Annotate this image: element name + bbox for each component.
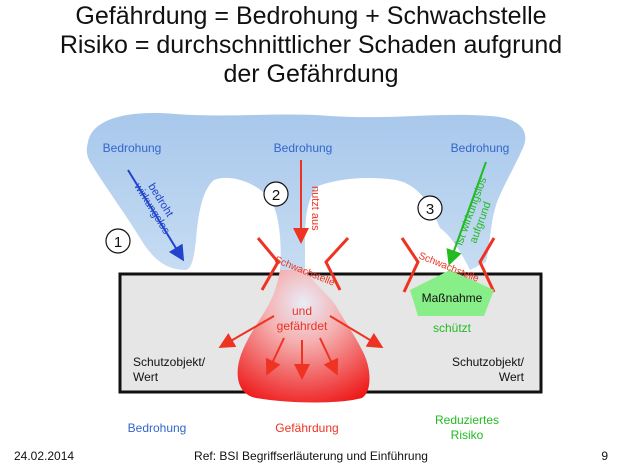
threat-label-mid: Bedrohung xyxy=(274,141,333,155)
arrow-3 xyxy=(446,161,487,266)
svg-text:1: 1 xyxy=(114,234,122,251)
bottom-label-right-line1: Reduziertes xyxy=(435,413,499,427)
schuetzt-label: schützt xyxy=(433,321,472,335)
threat-label-right: Bedrohung xyxy=(451,141,510,155)
footer-page-number: 9 xyxy=(601,449,608,463)
object-right-line2: Wert xyxy=(499,370,525,384)
weakness-bracket-right-left xyxy=(400,237,420,293)
title-line-1: Gefährdung = Bedrohung + Schwachstelle xyxy=(75,2,547,30)
title-line-2: Risiko = durchschnittlicher Schaden aufg… xyxy=(59,31,563,59)
title-line-3: der Gefährdung xyxy=(223,60,399,88)
gefaehrdet-label-line2: gefährdet xyxy=(277,319,328,333)
object-left-line2: Wert xyxy=(133,370,159,384)
circle-marker-2: 2 xyxy=(263,181,289,207)
threat-cloud xyxy=(86,113,526,270)
spread-arrow-down-right xyxy=(319,337,339,376)
weakness-bracket-right-right xyxy=(478,237,496,293)
object-right-line1: Schutzobjekt/ xyxy=(452,355,525,369)
footer-reference: Ref: BSI Begriffserläuterung und Einführ… xyxy=(194,449,428,463)
arrow-2-label: nutzt aus xyxy=(309,186,321,231)
circle-marker-3: 3 xyxy=(417,195,443,221)
bottom-label-left: Bedrohung xyxy=(128,421,187,435)
arrow-1 xyxy=(127,169,185,262)
weakness-bracket-mid-left xyxy=(256,237,280,291)
circle-marker-1: 1 xyxy=(105,228,131,254)
weakness-bracket-mid-right xyxy=(324,236,350,291)
spread-arrow-right xyxy=(329,315,384,349)
footer-date: 24.02.2014 xyxy=(14,449,75,463)
spread-arrow-down-left xyxy=(265,337,285,376)
massnahme-label: Maßnahme xyxy=(422,291,483,305)
spread-arrow-left xyxy=(218,315,275,348)
bottom-label-mid: Gefährdung xyxy=(275,421,338,435)
object-left-line1: Schutzobjekt/ xyxy=(133,355,206,369)
massnahme-shape xyxy=(410,270,494,316)
svg-text:2: 2 xyxy=(272,187,280,204)
bottom-label-right-line2: Risiko xyxy=(451,428,484,442)
slide-title: Gefährdung = Bedrohung + Schwachstelle R… xyxy=(0,2,622,89)
svg-text:3: 3 xyxy=(426,201,434,218)
gefaehrdet-label-line1: und xyxy=(292,304,312,318)
threat-label-left: Bedrohung xyxy=(103,141,162,155)
